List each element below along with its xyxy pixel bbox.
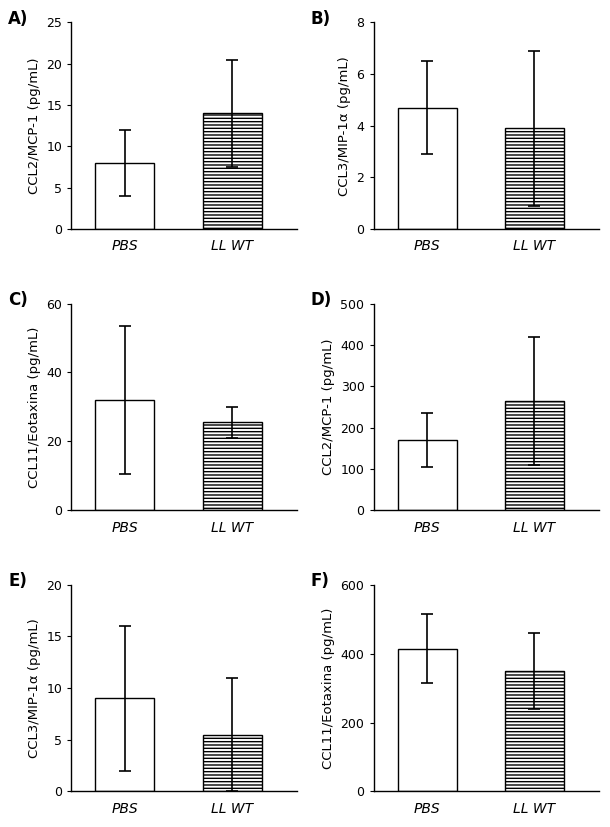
Bar (95, 163, 154, 229)
Text: B): B) (310, 10, 331, 28)
Bar (95, 699, 154, 791)
Bar (95, 400, 154, 510)
Bar (505, 671, 564, 791)
Y-axis label: CCL3/MIP-1α (pg/mL): CCL3/MIP-1α (pg/mL) (28, 619, 41, 758)
Text: D): D) (310, 291, 332, 309)
Bar (398, 648, 457, 791)
Text: C): C) (8, 291, 28, 309)
Y-axis label: CCL2/MCP-1 (pg/mL): CCL2/MCP-1 (pg/mL) (28, 57, 41, 194)
Text: F): F) (310, 572, 329, 590)
Bar (203, 113, 262, 229)
Y-axis label: CCL2/MCP-1 (pg/mL): CCL2/MCP-1 (pg/mL) (322, 339, 335, 476)
Bar (505, 128, 564, 229)
Bar (203, 734, 262, 791)
Bar (203, 423, 262, 510)
Y-axis label: CCL11/Eotaxina (pg/mL): CCL11/Eotaxina (pg/mL) (322, 608, 335, 769)
Text: A): A) (8, 10, 29, 28)
Bar (398, 440, 457, 510)
Y-axis label: CCL11/Eotaxina (pg/mL): CCL11/Eotaxina (pg/mL) (28, 326, 41, 488)
Text: E): E) (8, 572, 27, 590)
Bar (505, 401, 564, 510)
Y-axis label: CCL3/MIP-1α (pg/mL): CCL3/MIP-1α (pg/mL) (338, 55, 351, 195)
Bar (398, 108, 457, 229)
